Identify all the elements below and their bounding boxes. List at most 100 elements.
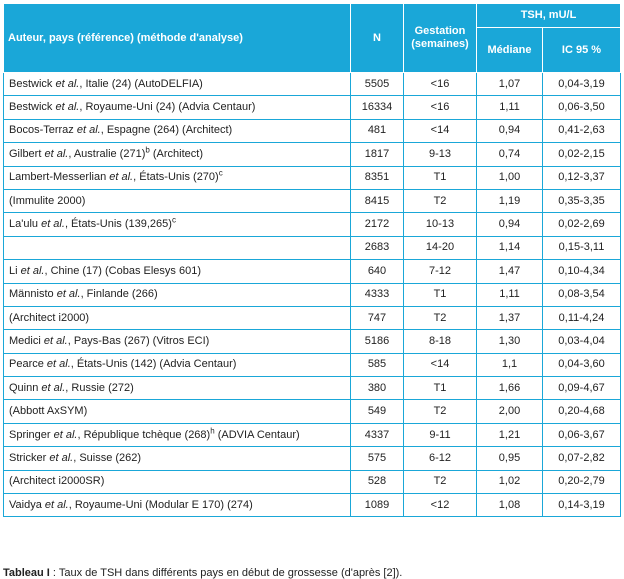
cell-author: Medici et al., Pays-Bas (267) (Vitros EC… [3, 329, 351, 354]
header-gestation-line2: (semaines) [411, 38, 469, 50]
cell-median: 0,74 [476, 142, 543, 167]
cell-gestation: T1 [403, 376, 477, 401]
table-row: (Architect i2000SR) 528 T2 1,02 0,20-2,79 [3, 469, 621, 495]
cell-author: (Immulite 2000) [3, 188, 351, 214]
author-country-ref: , Chine (17) (Cobas Elesys 601) [44, 264, 201, 277]
cell-ic: 0,04-3,19 [542, 71, 621, 97]
table-row: Bestwick et al., Italie (24) (AutoDELFIA… [3, 71, 621, 97]
author-method: (Architect) [149, 147, 204, 160]
author-etal: et al. [44, 498, 69, 511]
cell-n: 4333 [350, 282, 404, 307]
cell-n: 2683 [350, 235, 404, 261]
author-etal: et al. [109, 171, 134, 184]
cell-ic: 0,12-3,37 [542, 165, 621, 190]
cell-gestation: <14 [403, 118, 477, 144]
author-country-ref: , République tchèque (268) [77, 428, 211, 441]
cell-ic: 0,02-2,15 [542, 142, 621, 167]
table-row: Medici et al., Pays-Bas (267) (Vitros EC… [3, 329, 621, 354]
cell-median: 0,94 [476, 118, 543, 144]
author-name: Bocos-Terraz [9, 124, 77, 137]
cell-gestation: <16 [403, 71, 477, 97]
cell-ic: 0,35-3,35 [542, 188, 621, 214]
cell-ic: 0,11-4,24 [542, 305, 621, 331]
cell-gestation: 7-12 [403, 259, 477, 284]
author-etal: et al. [56, 288, 81, 301]
cell-median: 1,21 [476, 422, 543, 448]
table-row: Gilbert et al., Australie (271)b (Archit… [3, 142, 621, 167]
author-etal: et al. [55, 77, 80, 90]
author-etal: et al. [20, 264, 45, 277]
header-n: N [350, 3, 404, 73]
author-country-ref: , Royaume-Uni (24) (Advia Centaur) [79, 101, 256, 114]
cell-author: Stricker et al., Suisse (262) [3, 446, 351, 471]
cell-gestation: T1 [403, 165, 477, 190]
cell-median: 1,11 [476, 95, 543, 120]
author-etal: et al. [41, 381, 66, 394]
cell-author: Männisto et al., Finlande (266) [3, 282, 351, 307]
cell-ic: 0,10-4,34 [542, 259, 621, 284]
cell-n: 5505 [350, 71, 404, 97]
author-name: Bestwick [9, 77, 56, 90]
table-row: (Immulite 2000) 8415 T2 1,19 0,35-3,35 [3, 188, 621, 214]
cell-gestation: T2 [403, 188, 477, 214]
author-name: Pearce [9, 358, 47, 371]
cell-median: 0,95 [476, 446, 543, 471]
author-etal: et al. [55, 101, 80, 114]
cell-gestation: <12 [403, 493, 477, 518]
cell-n: 640 [350, 259, 404, 284]
author-country-ref: , Pays-Bas (267) (Vitros ECI) [67, 334, 210, 347]
cell-author: La'ulu et al., États-Unis (139,265)c [3, 212, 351, 237]
table-row: (Architect i2000) 747 T2 1,37 0,11-4,24 [3, 305, 621, 331]
cell-ic: 0,14-3,19 [542, 493, 621, 518]
author-country-ref: , Italie (24) (AutoDELFIA) [79, 77, 203, 90]
table-row: Springer et al., République tchèque (268… [3, 422, 621, 448]
author-name: Gilbert [9, 147, 45, 160]
author-footnote-mark: c [218, 168, 223, 178]
author-name: Bestwick [9, 101, 56, 114]
author-name: Medici [9, 334, 44, 347]
cell-median: 1,02 [476, 469, 543, 495]
cell-median: 0,94 [476, 212, 543, 237]
cell-n: 747 [350, 305, 404, 331]
table-row: Männisto et al., Finlande (266) 4333 T1 1,1… [3, 282, 621, 307]
cell-median: 1,19 [476, 188, 543, 214]
cell-median: 1,66 [476, 376, 543, 401]
cell-n: 1817 [350, 142, 404, 167]
author-footnote-mark: c [171, 215, 176, 225]
table-row: 2683 14-20 1,14 0,15-3,11 [3, 235, 621, 261]
author-name: (Architect i2000SR) [9, 475, 105, 488]
cell-author: Bestwick et al., Italie (24) (AutoDELFIA… [3, 71, 351, 97]
author-etal: et al. [53, 428, 78, 441]
cell-n: 8351 [350, 165, 404, 190]
author-name: Vaidya [9, 498, 45, 511]
author-name: Lambert-Messerlian [9, 171, 110, 184]
table-row: Quinn et al., Russie (272) 380 T1 1,66 0,09-… [3, 376, 621, 401]
cell-median: 1,37 [476, 305, 543, 331]
header-ic: IC 95 % [542, 27, 621, 73]
header-row-group: Auteur, pays (référence) (méthode d'anal… [3, 3, 621, 73]
author-etal: et al. [76, 124, 101, 137]
table-header: Auteur, pays (référence) (méthode d'anal… [3, 3, 621, 73]
table-caption: Tableau I : Taux de TSH dans différents … [3, 567, 621, 579]
cell-ic: 0,04-3,60 [542, 352, 621, 378]
cell-n: 1089 [350, 493, 404, 518]
cell-author: (Abbott AxSYM) [3, 399, 351, 424]
cell-n: 16334 [350, 95, 404, 120]
cell-n: 575 [350, 446, 404, 471]
cell-gestation: 10-13 [403, 212, 477, 237]
author-country-ref: , États-Unis (139,265) [64, 218, 172, 231]
header-median: Médiane [476, 27, 543, 73]
author-country-ref: , Suisse (262) [73, 451, 142, 464]
table-row: Vaidya et al., Royaume-Uni (Modular E 17… [3, 493, 621, 518]
cell-n: 585 [350, 352, 404, 378]
cell-author [3, 235, 351, 261]
cell-n: 5186 [350, 329, 404, 354]
cell-author: (Architect i2000SR) [3, 469, 351, 495]
cell-author: Pearce et al., États-Unis (142) (Advia C… [3, 352, 351, 378]
cell-gestation: 9-11 [403, 422, 477, 448]
author-country-ref: , Finlande (266) [80, 288, 158, 301]
header-gestation-line1: Gestation [414, 25, 466, 37]
table-body: Bestwick et al., Italie (24) (AutoDELFIA… [3, 71, 621, 518]
author-method: (ADVIA Centaur) [214, 428, 300, 441]
